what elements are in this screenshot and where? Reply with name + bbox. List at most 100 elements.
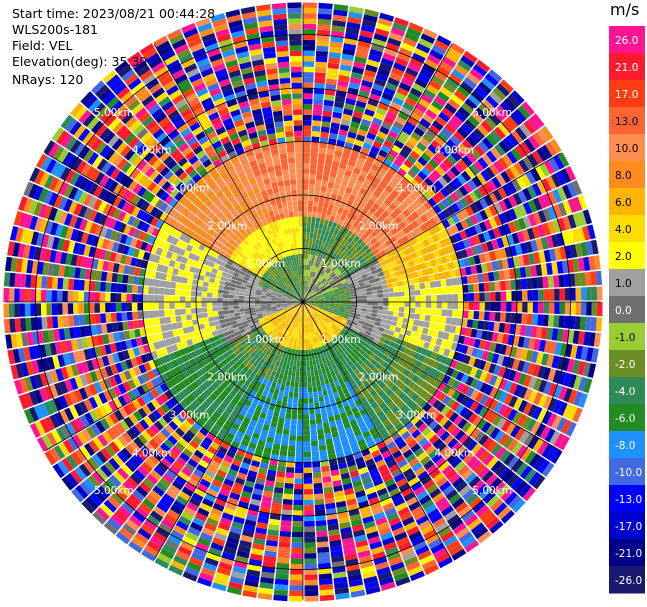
velocity-gate [356,238,364,245]
velocity-gate [547,221,556,235]
velocity-gate [507,438,519,452]
velocity-gate [442,208,451,219]
velocity-gate [468,476,481,488]
velocity-gate [7,349,16,365]
velocity-gate [339,434,348,442]
velocity-gate [314,255,318,262]
velocity-gate [312,294,318,298]
velocity-gate [300,307,302,313]
velocity-gate [328,57,341,64]
velocity-gate [325,275,331,281]
velocity-gate [243,352,250,359]
velocity-gate [240,439,250,447]
velocity-gate [458,505,472,518]
velocity-gate [536,180,547,195]
velocity-gate [457,240,466,250]
velocity-gate [251,345,258,352]
velocity-gate [310,321,314,327]
velocity-gate [245,411,253,420]
velocity-gate [410,252,418,260]
velocity-gate [359,219,367,227]
velocity-gate [295,306,300,311]
velocity-gate [154,317,161,326]
velocity-gate [317,391,323,397]
velocity-gate [364,280,371,286]
velocity-gate [91,454,104,467]
velocity-gate [314,402,320,409]
velocity-gate [388,306,394,311]
velocity-gate [355,100,367,109]
velocity-gate [266,368,273,376]
velocity-gate [303,82,314,89]
velocity-gate [160,442,171,454]
velocity-gate [301,312,303,318]
velocity-gate [373,325,380,331]
velocity-gate [320,131,329,139]
velocity-gate [293,499,303,506]
velocity-gate [312,272,316,278]
velocity-gate [73,314,80,326]
velocity-gate [513,397,523,411]
velocity-gate [408,336,415,344]
velocity-gate [399,328,407,335]
velocity-gate [119,419,130,431]
velocity-gate [452,260,460,269]
velocity-gate [496,259,504,270]
velocity-gate [294,316,298,322]
velocity-gate [284,418,291,425]
velocity-gate [349,77,362,85]
velocity-gate [281,363,287,370]
velocity-gate [428,322,436,330]
velocity-gate [296,440,303,447]
velocity-gate [165,539,180,550]
velocity-gate [274,330,280,336]
velocity-gate [277,465,286,473]
velocity-gate [240,462,251,470]
velocity-gate [402,226,411,235]
velocity-gate [359,339,366,346]
velocity-gate [324,94,335,101]
velocity-gate [286,312,292,317]
velocity-gate [270,508,282,515]
velocity-gate [563,315,571,329]
velocity-gate [317,293,323,297]
velocity-gate [326,336,332,343]
velocity-gate [570,344,578,359]
velocity-gate [484,384,494,396]
velocity-gate [159,317,166,325]
velocity-gate [167,435,178,446]
velocity-gate [486,262,494,272]
velocity-gate [218,446,228,455]
velocity-gate [189,497,201,507]
velocity-gate [267,529,279,537]
velocity-gate [174,403,184,413]
velocity-gate [392,526,406,537]
velocity-gate [313,88,325,95]
velocity-gate [327,203,334,211]
velocity-gate [355,325,362,331]
velocity-gate [328,308,334,312]
velocity-gate [465,472,477,484]
velocity-gate [357,95,369,104]
velocity-gate [577,361,586,376]
velocity-gate [269,513,281,521]
velocity-gate [478,81,492,95]
velocity-gate [257,439,266,447]
velocity-gate [227,414,237,423]
velocity-gate [303,232,307,238]
velocity-gate [477,233,486,244]
velocity-gate [352,280,359,286]
velocity-gate [442,332,450,340]
velocity-gate [101,355,110,367]
velocity-gate [142,498,156,510]
velocity-gate [335,300,341,302]
velocity-gate [337,167,346,175]
velocity-gate [145,494,159,506]
velocity-gate [133,366,142,376]
velocity-gate [337,80,349,88]
velocity-gate [282,307,288,310]
velocity-gate [455,527,470,539]
velocity-gate [273,311,279,316]
velocity-gate [462,436,474,448]
velocity-gate [419,223,428,232]
